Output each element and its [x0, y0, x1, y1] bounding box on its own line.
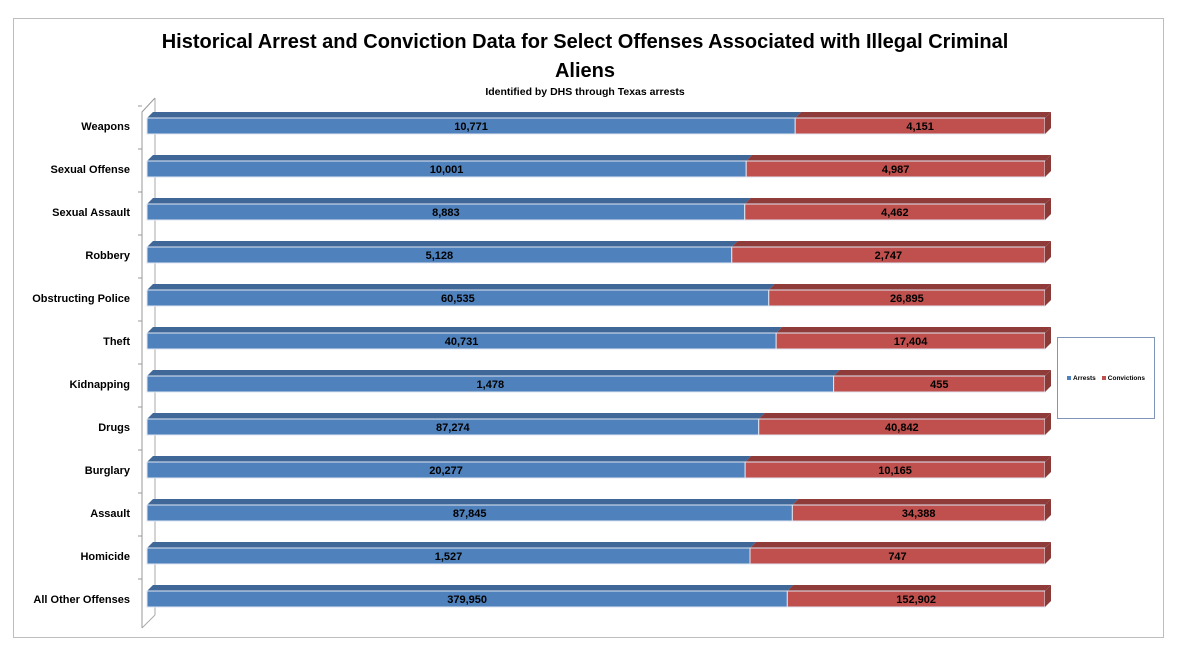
bar-top-convictions	[744, 198, 1051, 204]
bar-top-arrests	[147, 499, 799, 505]
data-label-convictions: 455	[930, 379, 948, 391]
bar-side	[1045, 155, 1051, 177]
category-label: Homicide	[80, 551, 130, 563]
data-label-arrests: 5,128	[426, 250, 454, 262]
bar-side	[1045, 456, 1051, 478]
legend-label-arrests: Arrests	[1073, 374, 1096, 382]
chart-frame	[13, 18, 1164, 638]
data-label-convictions: 17,404	[894, 336, 929, 348]
data-label-arrests: 8,883	[432, 207, 460, 219]
category-label: Sexual Offense	[51, 164, 130, 176]
category-label: Robbery	[85, 250, 131, 262]
bar-side	[1045, 499, 1051, 521]
data-label-arrests: 60,535	[441, 293, 475, 305]
data-label-arrests: 1,527	[435, 551, 463, 563]
bar-side	[1045, 198, 1051, 220]
axis-base-line	[141, 614, 156, 629]
bar-side	[1045, 542, 1051, 564]
category-label: Burglary	[85, 465, 131, 477]
data-label-arrests: 10,001	[430, 164, 464, 176]
data-label-arrests: 10,771	[454, 121, 488, 133]
bar-side	[1045, 327, 1051, 349]
category-label: Drugs	[98, 422, 130, 434]
bar-top-arrests	[147, 241, 738, 247]
bar-top-convictions	[746, 155, 1051, 161]
bar-top-convictions	[787, 585, 1051, 591]
bar-top-arrests	[147, 198, 751, 204]
data-label-convictions: 152,902	[896, 594, 936, 606]
data-label-arrests: 40,731	[445, 336, 479, 348]
category-label: Weapons	[81, 121, 130, 133]
data-label-convictions: 10,165	[878, 465, 912, 477]
data-label-arrests: 1,478	[477, 379, 505, 391]
bar-top-convictions	[833, 370, 1051, 376]
bar-top-arrests	[147, 155, 753, 161]
data-label-convictions: 40,842	[885, 422, 919, 434]
data-label-convictions: 4,987	[882, 164, 910, 176]
bar-top-arrests	[147, 542, 757, 548]
bar-top-convictions	[768, 284, 1051, 290]
chart-subtitle: Identified by DHS through Texas arrests	[485, 86, 685, 98]
chart-title: Historical Arrest and Conviction Data fo…	[161, 31, 1009, 82]
legend-item-arrests: Arrests	[1067, 375, 1096, 382]
bar-side	[1045, 284, 1051, 306]
bar-top-arrests	[147, 456, 752, 462]
data-label-arrests: 379,950	[447, 594, 487, 606]
bar-top-arrests	[147, 327, 783, 333]
bar-side	[1045, 370, 1051, 392]
bar-side	[1045, 413, 1051, 435]
bar-top-arrests	[147, 413, 765, 419]
bar-top-arrests	[147, 370, 840, 376]
data-label-convictions: 4,151	[906, 121, 934, 133]
legend-item-convictions: Convictions	[1101, 374, 1145, 382]
data-label-arrests: 87,274	[436, 422, 471, 434]
bar-top-convictions	[795, 112, 1051, 118]
data-label-convictions: 2,747	[875, 250, 903, 262]
data-label-convictions: 26,895	[890, 293, 924, 305]
bar-top-convictions	[758, 413, 1051, 419]
bar-top-arrests	[147, 585, 794, 591]
data-label-arrests: 87,845	[453, 508, 487, 520]
category-label: Kidnapping	[70, 379, 131, 391]
category-label: Assault	[90, 508, 130, 520]
data-label-convictions: 34,388	[902, 508, 936, 520]
bar-top-convictions	[731, 241, 1051, 247]
legend-label-convictions: Convictions	[1107, 374, 1145, 382]
category-label: Theft	[103, 336, 130, 348]
data-label-convictions: 4,462	[881, 207, 909, 219]
bar-side	[1045, 585, 1051, 607]
legend-swatch-arrests	[1067, 376, 1072, 380]
bar-side	[1045, 241, 1051, 263]
bar-top-convictions	[745, 456, 1051, 462]
data-label-convictions: 747	[888, 551, 906, 563]
category-label: Obstructing Police	[32, 293, 130, 305]
category-label: Sexual Assault	[52, 207, 130, 219]
bar-top-convictions	[750, 542, 1051, 548]
category-label: All Other Offenses	[33, 594, 130, 606]
bar-top-convictions	[792, 499, 1051, 505]
data-label-arrests: 20,277	[429, 465, 463, 477]
bar-top-arrests	[147, 284, 775, 290]
bar-side	[1045, 112, 1051, 134]
bar-top-arrests	[147, 112, 802, 118]
legend-swatch-convictions	[1101, 376, 1106, 380]
legend: Arrests Convictions	[1057, 337, 1155, 419]
bar-top-convictions	[776, 327, 1051, 333]
axis-wall	[141, 97, 156, 628]
